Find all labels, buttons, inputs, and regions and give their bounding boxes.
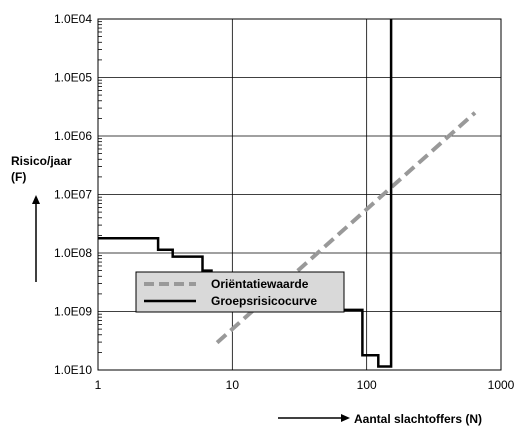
series-line-groepsrisicocurve bbox=[98, 19, 393, 368]
plot-area-border bbox=[97, 18, 502, 371]
x-tick-labels: 1 10 100 1000 bbox=[95, 378, 515, 392]
y-axis-title-line1: Risico/jaar bbox=[11, 154, 72, 168]
x-axis-arrow-head bbox=[341, 414, 350, 422]
series-layer bbox=[98, 19, 477, 368]
legend-box bbox=[135, 271, 345, 313]
y-axis-title: Risico/jaar (F) bbox=[11, 154, 72, 282]
x-tick-label: 100 bbox=[357, 378, 377, 392]
legend-label-orientatiewaarde: Oriëntatiewaarde bbox=[211, 277, 309, 291]
x-axis-title-text: Aantal slachtoffers (N) bbox=[354, 412, 482, 426]
legend: Oriëntatiewaarde Groepsrisicocurve bbox=[135, 271, 345, 313]
grid-lines bbox=[98, 19, 501, 370]
x-tick-label: 10 bbox=[226, 378, 240, 392]
y-tick-label: 1.0E06 bbox=[54, 129, 92, 143]
y-tick-label: 1.0E08 bbox=[54, 246, 92, 260]
y-tick-label: 1.0E05 bbox=[54, 71, 92, 85]
y-tick-labels: 1.0E04 1.0E05 1.0E06 1.0E07 1.0E08 1.0E09 1.0E… bbox=[54, 12, 92, 377]
x-tick-label: 1 bbox=[95, 378, 102, 392]
y-tick-label: 1.0E04 bbox=[54, 12, 92, 26]
y-tick-label: 1.0E10 bbox=[54, 363, 92, 377]
y-axis-arrow-head bbox=[32, 195, 40, 204]
x-axis-title: Aantal slachtoffers (N) bbox=[278, 412, 482, 426]
y-tick-label: 1.0E07 bbox=[54, 188, 92, 202]
y-axis-title-line2: (F) bbox=[11, 170, 26, 184]
y-tick-label: 1.0E09 bbox=[54, 305, 92, 319]
legend-label-groepsrisicocurve: Groepsrisicocurve bbox=[211, 294, 317, 308]
x-tick-label: 1000 bbox=[488, 378, 515, 392]
